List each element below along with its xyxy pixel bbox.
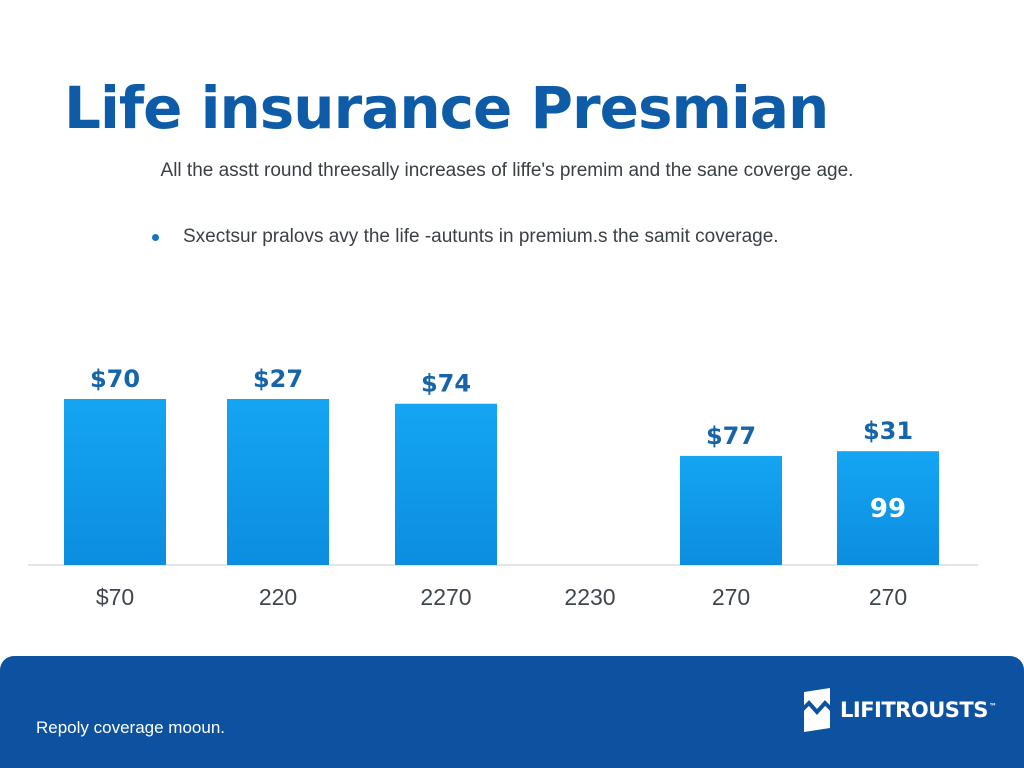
bar-6 xyxy=(837,451,939,565)
bar-5 xyxy=(680,455,782,565)
footer-caption: Repoly coverage mooun. xyxy=(36,718,226,737)
x-tick-label: 270 xyxy=(712,584,750,610)
bullet-text: Sxectsur pralovs avy the life -autunts i… xyxy=(183,226,779,247)
x-tick-label: 270 xyxy=(869,584,907,610)
x-tick-label: $70 xyxy=(96,584,134,610)
brand-logo: LIFITROUSTS™ xyxy=(798,686,997,734)
page-subtitle: All the asstt round threesally increases… xyxy=(160,160,854,181)
bar-value-label: $31 xyxy=(863,417,913,445)
bar-value-label: $27 xyxy=(253,365,303,393)
bar-1 xyxy=(64,399,166,565)
x-tick-label: 2230 xyxy=(564,584,615,610)
bar-3 xyxy=(395,403,497,565)
bar-inner-label: 99 xyxy=(870,494,906,524)
bar-value-label: $74 xyxy=(421,370,471,398)
bullet-dot-icon xyxy=(152,233,159,241)
bar-value-label: $77 xyxy=(706,422,756,450)
bar-value-label: $70 xyxy=(90,365,140,393)
x-tick-label: 220 xyxy=(259,584,297,610)
bar-2 xyxy=(227,399,329,565)
page-title: Life insurance Presmian xyxy=(64,74,829,142)
bullet-item: Sxectsur pralovs avy the life -autunts i… xyxy=(152,226,779,248)
bar-chart: $70 $70 $27 220 $74 2270 2230 $77 270 $31 99 270 xyxy=(28,365,978,610)
brand-logo-text: LIFITROUSTS™ xyxy=(840,698,997,722)
chevron-wave-icon xyxy=(798,688,836,732)
x-tick-label: 2270 xyxy=(420,584,471,610)
footer-banner: Repoly coverage mooun. LIFITROUSTS™ xyxy=(0,656,1024,768)
